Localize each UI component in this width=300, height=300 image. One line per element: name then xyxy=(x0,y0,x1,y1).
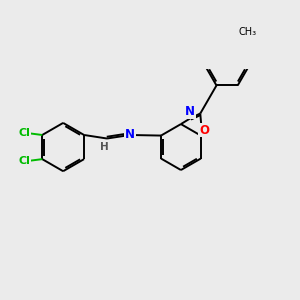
Text: O: O xyxy=(199,124,209,136)
Text: Cl: Cl xyxy=(18,157,30,166)
Text: CH₃: CH₃ xyxy=(238,27,256,38)
Text: H: H xyxy=(100,142,109,152)
Text: N: N xyxy=(185,105,195,118)
Text: N: N xyxy=(125,128,135,141)
Text: Cl: Cl xyxy=(18,128,30,138)
